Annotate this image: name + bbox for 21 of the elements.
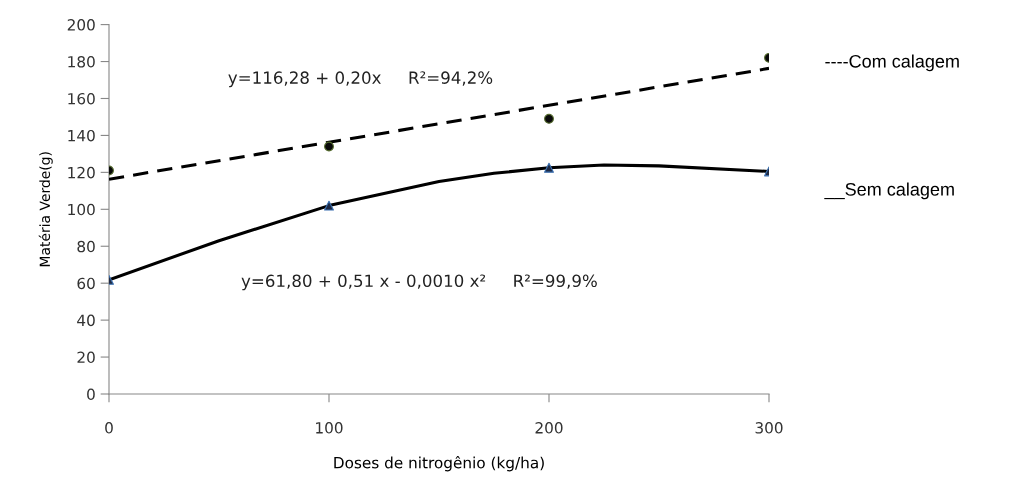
y-tick-label: 140 — [68, 129, 95, 142]
annotation: y=116,28 + 0,20x R²=94,2% — [228, 71, 493, 88]
y-tick-label: 180 — [68, 56, 95, 68]
y-tick-label: 120 — [68, 166, 95, 179]
x-tick-label: 300 — [755, 422, 783, 434]
y-tick-label: 200 — [67, 19, 95, 31]
y-tick-label: 40 — [77, 314, 95, 327]
text: __Sem calagem — [824, 182, 954, 200]
y-axis-title: Matéria Verde(g) — [38, 152, 53, 267]
x-axis-title: Doses de nitrogênio (kg/ha) — [334, 456, 544, 472]
x-tick-label: 100 — [316, 422, 343, 434]
y-tick-label: 60 — [77, 277, 95, 290]
y-tick-label: 80 — [77, 240, 95, 253]
y-tick-label: 160 — [68, 92, 95, 105]
y-tick-label: 20 — [77, 351, 95, 364]
x-tick-label: 200 — [535, 422, 563, 434]
y-tick-label: 0 — [87, 388, 95, 401]
text: ----Com calagem — [825, 54, 959, 72]
annotation: y=61,80 + 0,51 x - 0,0010 x² R²=99,9% — [241, 274, 597, 291]
x-tick-label: 0 — [105, 422, 113, 434]
y-tick-label: 100 — [68, 203, 95, 216]
